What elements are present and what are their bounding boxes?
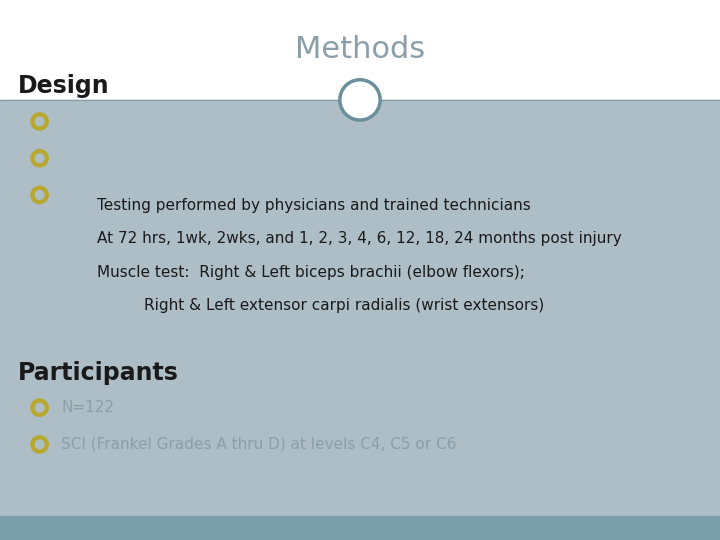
Text: Right & Left extensor carpi radialis (wrist extensors): Right & Left extensor carpi radialis (wr… (144, 298, 544, 313)
Bar (0, 0, 720, 100)
Text: At 72 hrs, 1wk, 2wks, and 1, 2, 3, 4, 6, 12, 18, 24 months post injury: At 72 hrs, 1wk, 2wks, and 1, 2, 3, 4, 6,… (97, 231, 622, 246)
Ellipse shape (340, 80, 380, 120)
Text: Testing performed by physicians and trained technicians: Testing performed by physicians and trai… (97, 198, 531, 213)
Bar (0, 516, 720, 540)
Ellipse shape (35, 440, 45, 449)
Text: Repeated measures: Repeated measures (61, 187, 215, 202)
Text: Muscle test:  Right & Left biceps brachii (elbow flexors);: Muscle test: Right & Left biceps brachii… (97, 265, 525, 280)
Text: Prospective cohort: Prospective cohort (61, 114, 204, 129)
Text: Participants: Participants (18, 361, 179, 384)
Ellipse shape (35, 117, 45, 126)
Ellipse shape (35, 153, 45, 163)
Text: Methods: Methods (295, 36, 425, 64)
Ellipse shape (30, 435, 49, 454)
Ellipse shape (30, 399, 49, 417)
Bar (0, 100, 720, 516)
Text: Design: Design (18, 75, 109, 98)
Ellipse shape (30, 149, 49, 167)
Text: N=122: N=122 (61, 400, 114, 415)
Text: Longitudinal: Longitudinal (61, 151, 156, 166)
Ellipse shape (35, 403, 45, 413)
Text: SCI (Frankel Grades A thru D) at levels C4, C5 or C6: SCI (Frankel Grades A thru D) at levels … (61, 437, 456, 452)
Ellipse shape (35, 190, 45, 200)
Ellipse shape (30, 186, 49, 204)
Ellipse shape (30, 112, 49, 131)
